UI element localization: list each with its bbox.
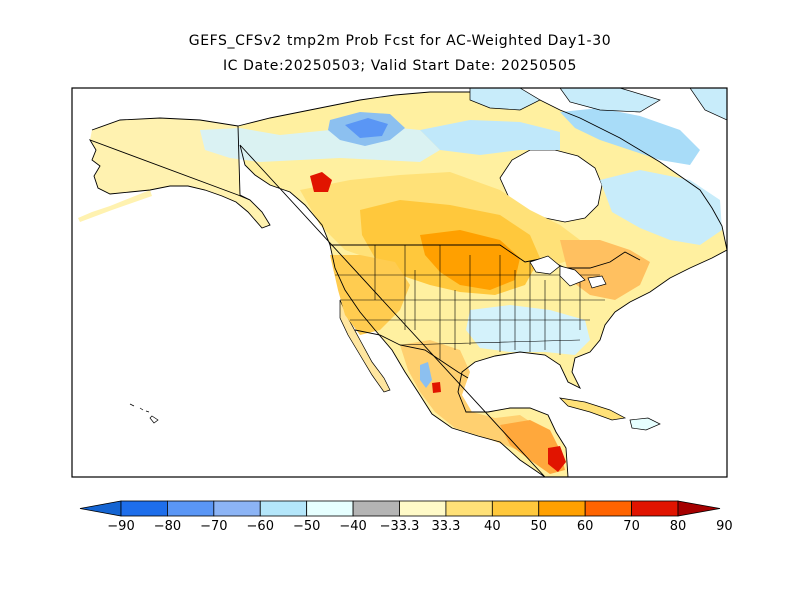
border-alaska-canada: [237, 125, 251, 201]
colorbar-tick-label: 40: [484, 519, 501, 534]
anomaly-orange-northeast: [560, 240, 650, 300]
colorbar-segment: [584, 500, 632, 517]
land-baja: [339, 299, 391, 393]
anomaly-red-sierra: [432, 382, 441, 393]
anomaly-hot-bc: [310, 172, 332, 192]
colorbar-segment: [399, 500, 447, 517]
anomaly-blue-sierra: [420, 362, 432, 388]
colorbar-tick-label: −80: [154, 519, 181, 534]
colorbar-segment: [167, 500, 215, 517]
state-borders: [335, 245, 605, 360]
colorbar-segment: [259, 500, 308, 517]
colorbar-tick-label: 70: [623, 519, 640, 534]
colorbar-segment: [306, 500, 354, 517]
chart-title: GEFS_CFSv2 tmp2m Prob Fcst for AC-Weight…: [188, 33, 612, 49]
anomaly-deepblue-arctic: [345, 118, 388, 138]
colorbar-tick-label: 90: [716, 519, 733, 534]
map-layer: [78, 88, 727, 477]
colorbar-tick-label: −90: [107, 519, 134, 534]
land-aleutians: [78, 190, 152, 222]
arctic-islands: [469, 88, 727, 121]
colorbar-segment: [491, 500, 540, 517]
colorbar-segment: [445, 500, 493, 517]
colorbar-left-arrow: [79, 500, 122, 517]
colorbar-right-arrow: [677, 500, 721, 517]
chart-subtitle: IC Date:20250503; Valid Start Date: 2025…: [222, 58, 578, 74]
anomaly-blue-nwt: [420, 120, 560, 155]
colorbar-tick-label: 80: [670, 519, 687, 534]
colorbar-segment: [213, 500, 261, 517]
colorbar-tick-label: 60: [577, 519, 594, 534]
colorbar-tick-label: 50: [530, 519, 547, 534]
colorbar-tick-label: −33.3: [380, 519, 420, 534]
colorbar-segment: [120, 500, 168, 517]
colorbar-segment: [631, 500, 679, 517]
hispaniola: [629, 417, 661, 431]
anomaly-blue-quebec: [600, 170, 722, 245]
colorbar-tick-label: 33.3: [431, 519, 460, 534]
colorbar-segment: [538, 500, 586, 517]
colorbar-tick-label: −50: [293, 519, 320, 534]
colorbar-tick-label: −70: [200, 519, 227, 534]
map-frame: [71, 87, 728, 478]
anomaly-red-central: [548, 446, 566, 472]
coastline-alaska: [88, 117, 271, 229]
colorbar-segment: [352, 500, 400, 517]
colorbar-tick-label: −60: [247, 519, 274, 534]
colorbar-tick-label: −40: [339, 519, 366, 534]
border-us-mexico: [354, 329, 469, 379]
cuba: [558, 397, 627, 421]
great-lakes: [529, 255, 607, 289]
anomaly-blue-baffin: [560, 108, 700, 165]
hawaii: [129, 403, 159, 424]
